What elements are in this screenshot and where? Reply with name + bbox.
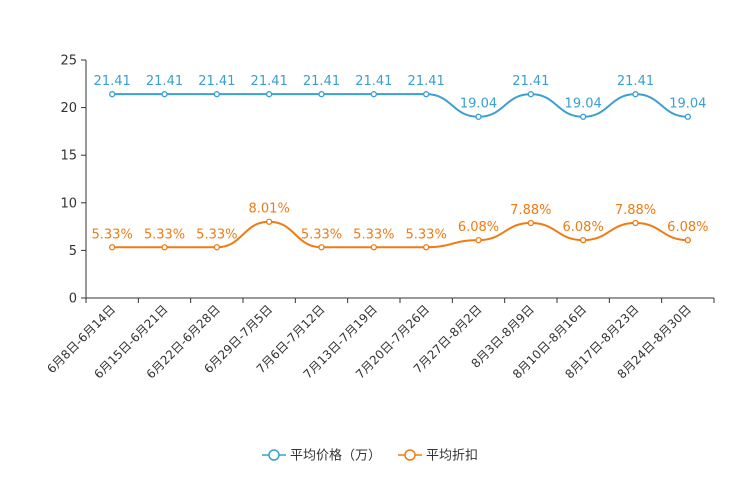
y-tick-label: 10 bbox=[60, 196, 77, 211]
data-point bbox=[266, 91, 273, 98]
data-point bbox=[161, 244, 168, 251]
data-point bbox=[109, 91, 116, 98]
data-point bbox=[580, 113, 587, 120]
data-point bbox=[213, 244, 220, 251]
data-label: 21.41 bbox=[251, 74, 288, 89]
data-point bbox=[266, 218, 273, 225]
data-point bbox=[580, 236, 587, 244]
data-point bbox=[318, 244, 325, 251]
data-label: 7.88% bbox=[510, 203, 551, 218]
data-point bbox=[632, 219, 639, 227]
data-label: 21.41 bbox=[512, 74, 549, 89]
data-label: 6.08% bbox=[667, 220, 708, 235]
data-label: 6.08% bbox=[458, 220, 499, 235]
legend-item-1: 平均价格（万） bbox=[262, 448, 381, 464]
data-label: 5.33% bbox=[301, 227, 342, 242]
y-tick-label: 0 bbox=[69, 292, 77, 307]
legend: 平均价格（万） 平均折扣 bbox=[262, 448, 478, 464]
legend-marker-icon bbox=[404, 449, 416, 461]
data-point bbox=[423, 91, 430, 98]
data-label: 19.04 bbox=[460, 97, 497, 112]
data-label: 7.88% bbox=[615, 203, 656, 218]
y-tick-label: 5 bbox=[69, 244, 77, 259]
series-layer: 21.41 21.41 21.41 21.41 21.41 21.41 21.41 19.04… bbox=[92, 74, 708, 251]
data-label: 21.41 bbox=[408, 74, 445, 89]
legend-label: 平均折扣 bbox=[426, 449, 478, 464]
legend-marker-icon bbox=[268, 449, 280, 461]
data-label: 5.33% bbox=[406, 227, 447, 242]
data-point bbox=[370, 91, 377, 98]
data-label: 21.41 bbox=[617, 74, 654, 89]
series-2: 5.33% 5.33% 5.33% 8.01% 5.33% 5.33% 5.33% 6.08%… bbox=[92, 202, 708, 251]
y-tick-label: 20 bbox=[60, 101, 77, 116]
data-point bbox=[423, 244, 430, 251]
data-point bbox=[109, 244, 116, 251]
data-label: 21.41 bbox=[146, 74, 183, 89]
data-point bbox=[684, 113, 691, 120]
data-label: 5.33% bbox=[144, 227, 185, 242]
data-point bbox=[318, 91, 325, 98]
data-label: 19.04 bbox=[669, 97, 706, 112]
data-point bbox=[527, 91, 534, 98]
data-point bbox=[213, 91, 220, 98]
data-label: 21.41 bbox=[94, 74, 131, 89]
data-point bbox=[475, 113, 482, 120]
data-label: 5.33% bbox=[92, 227, 133, 242]
legend-label: 平均价格（万） bbox=[290, 448, 381, 464]
data-label: 21.41 bbox=[355, 74, 392, 89]
data-label: 5.33% bbox=[353, 227, 394, 242]
legend-item-2: 平均折扣 bbox=[398, 449, 478, 464]
data-label: 21.41 bbox=[198, 74, 235, 89]
data-label: 19.04 bbox=[565, 97, 602, 112]
data-label: 21.41 bbox=[303, 74, 340, 89]
series-1: 21.41 21.41 21.41 21.41 21.41 21.41 21.41 19.04… bbox=[94, 74, 706, 120]
data-label: 6.08% bbox=[563, 220, 604, 235]
y-tick-label: 25 bbox=[60, 54, 77, 69]
y-tick-label: 15 bbox=[60, 149, 77, 164]
data-point bbox=[684, 236, 691, 244]
data-point bbox=[632, 91, 639, 98]
data-point bbox=[370, 244, 377, 251]
data-label: 8.01% bbox=[249, 202, 290, 217]
data-label: 5.33% bbox=[196, 227, 237, 242]
data-point bbox=[527, 219, 534, 227]
data-point bbox=[161, 91, 168, 98]
data-point bbox=[475, 236, 482, 244]
